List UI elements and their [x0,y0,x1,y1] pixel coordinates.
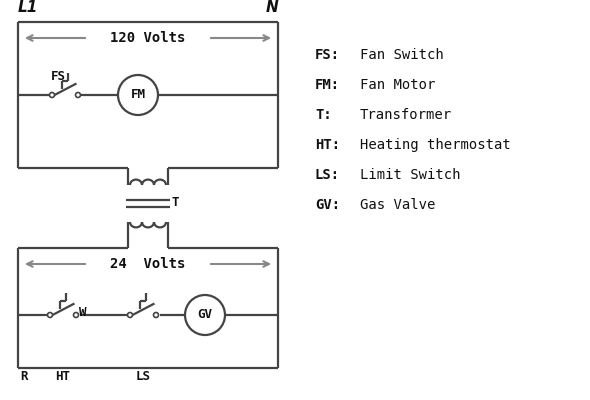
Circle shape [50,92,54,98]
Text: N: N [266,0,278,16]
Text: FS: FS [51,70,66,83]
Text: L1: L1 [18,0,38,16]
Circle shape [74,312,78,318]
Text: Limit Switch: Limit Switch [360,168,461,182]
Text: LS:: LS: [315,168,340,182]
Text: Heating thermostat: Heating thermostat [360,138,511,152]
Circle shape [153,312,159,318]
Text: Fan Switch: Fan Switch [360,48,444,62]
Circle shape [127,312,133,318]
Text: FM:: FM: [315,78,340,92]
Circle shape [185,295,225,335]
Circle shape [48,312,53,318]
Circle shape [118,75,158,115]
Text: Fan Motor: Fan Motor [360,78,435,92]
Text: Transformer: Transformer [360,108,452,122]
Text: 24  Volts: 24 Volts [110,257,186,271]
Text: W: W [79,306,87,320]
Text: Gas Valve: Gas Valve [360,198,435,212]
Text: HT:: HT: [315,138,340,152]
Text: R: R [20,370,28,383]
Text: T: T [172,196,179,210]
Circle shape [76,92,80,98]
Text: GV: GV [198,308,212,322]
Text: 120 Volts: 120 Volts [110,31,186,45]
Text: FS:: FS: [315,48,340,62]
Text: T:: T: [315,108,332,122]
Text: HT: HT [55,370,70,383]
Text: GV:: GV: [315,198,340,212]
Text: LS: LS [136,370,150,383]
Text: FM: FM [130,88,146,102]
